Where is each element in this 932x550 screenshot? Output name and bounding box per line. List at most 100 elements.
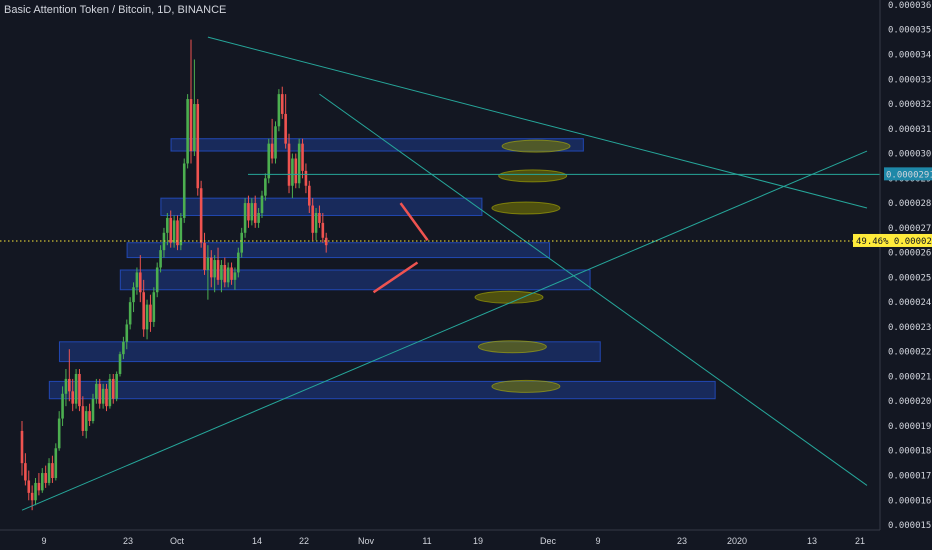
candle-body [199,188,203,243]
zone-layer [48,138,716,400]
x-tick-label: Dec [540,536,557,546]
candle-body [101,388,105,404]
candle-body [321,222,325,238]
x-tick-label: 23 [123,536,133,546]
candle-body [291,158,294,186]
x-tick-label: 19 [473,536,483,546]
candle-body [247,203,250,221]
candle-body [155,267,159,293]
ellipse-layer [474,139,571,393]
candle-body [301,143,304,171]
candle-body [206,257,210,270]
candle-body [240,232,243,253]
candle-body [51,463,54,478]
y-tick-label: 0.00002800 [888,199,932,209]
candle-body [115,373,118,399]
candle-body [24,463,27,481]
target-ellipse [498,169,568,183]
candle-body [226,267,230,283]
candle-body [111,378,115,399]
x-tick-label: 13 [807,536,817,546]
candle-body [159,250,162,268]
candle-body [257,212,260,223]
y-tick-label: 0.00001700 [888,472,932,482]
candle-body [223,265,227,283]
candle-body [145,304,149,330]
candle-body [311,205,314,233]
candle-body [230,267,233,280]
candle-body [34,482,37,501]
target-ellipse [491,201,561,215]
candle-body [54,448,58,478]
zone-box [48,380,716,400]
price-axis: 0.00003600 0.00003500 0.00003400 0.00003300… [879,0,932,531]
candle-body [152,292,156,322]
candle-body [264,178,267,196]
candle-body [91,398,95,422]
candle-body [216,260,220,280]
x-tick-label: 9 [41,536,46,546]
x-tick-label: 23 [677,536,687,546]
candle-body [37,482,41,491]
candle-body [179,217,183,246]
y-tick-label: 0.00003000 [888,150,932,160]
y-tick-label: 0.00002100 [888,372,932,382]
y-tick-label: 0.00001800 [888,447,932,457]
candle-body [20,430,24,464]
candle-body [122,341,125,355]
y-tick-label: 0.00002500 [888,273,932,283]
candle-body [297,143,301,184]
y-tick-label: 0.00003300 [888,75,932,85]
candle-body [193,104,196,152]
candle-body [287,143,291,186]
current-price-text: 49.46% 0.00002647 [856,237,932,247]
candle-body [189,99,193,152]
candle-body [270,143,274,159]
target-ellipse [501,139,571,153]
x-tick-label: 21 [855,536,865,546]
hline-price-tag [884,167,932,181]
candle-body [233,272,237,280]
x-tick-label: 2020 [727,536,747,546]
zone-box [58,341,601,363]
projection-segment [399,202,429,241]
x-tick-label: 14 [252,536,262,546]
candle-body [277,94,281,127]
candle-body [84,411,88,431]
candle-body [61,393,64,419]
candle-body [139,272,142,293]
y-tick-label: 0.00002700 [888,224,932,234]
y-tick-label: 0.00002600 [888,249,932,259]
candle-body [294,158,298,184]
zone-box [119,269,591,291]
candle-body [142,292,145,330]
candle-body [318,212,321,223]
target-ellipse [477,340,547,354]
candle-body [57,418,61,449]
candle-body [108,378,112,407]
candle-body [314,212,318,233]
candle-body [176,220,179,246]
candle-body [220,265,223,280]
candle-body [44,473,47,483]
candle-body [260,195,264,213]
candle-body [81,406,85,431]
y-tick-label: 0.00002400 [888,298,932,308]
candle-body [166,217,169,233]
candle-body [68,378,71,392]
y-tick-label: 0.00003200 [888,100,932,110]
candle-body [243,203,247,233]
candle-body [40,473,44,491]
candle-body [71,391,74,404]
candle-body [172,220,176,243]
candle-body [78,373,81,407]
candle-body [98,383,102,404]
candle-body [324,237,328,246]
trendline [207,36,868,209]
candle-body [47,463,51,483]
x-tick-label: Nov [358,536,375,546]
y-tick-label: 0.00001500 [888,521,932,531]
chart-title: Basic Attention Token / Bitcoin, 1D, BIN… [4,4,227,16]
candle-body [169,217,173,243]
